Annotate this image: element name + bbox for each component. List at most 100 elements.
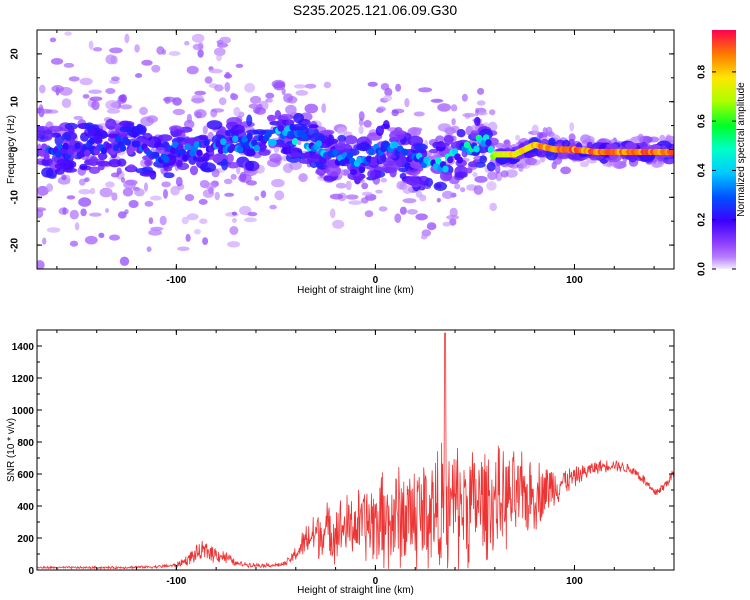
heatmap-cell: [226, 153, 234, 163]
heatmap-cell: [589, 154, 599, 161]
heatmap-cell: [315, 140, 323, 148]
heatmap-cell: [219, 36, 231, 44]
heatmap-cell: [37, 125, 49, 132]
heatmap-cell: [307, 124, 319, 129]
heatmap-cell: [245, 160, 255, 171]
heatmap-cell: [184, 143, 191, 151]
heatmap-cell: [221, 158, 229, 171]
heatmap-cell: [107, 136, 118, 143]
x-tick-label: 100: [566, 275, 583, 286]
heatmap-cell: [419, 194, 427, 202]
heatmap-cell: [61, 98, 72, 108]
heatmap-cell: [194, 228, 201, 235]
heatmap-cell: [157, 134, 173, 142]
heatmap-cell: [301, 133, 308, 141]
heatmap-cell: [485, 139, 492, 146]
heatmap-cell: [181, 154, 189, 162]
heatmap-cell: [189, 165, 199, 176]
heatmap-cell: [477, 111, 488, 116]
heatmap-cell: [192, 43, 204, 51]
heatmap-cell: [227, 161, 239, 169]
heatmap-cell: [495, 164, 501, 174]
heatmap-cell: [110, 55, 118, 65]
heatmap-cell: [487, 146, 495, 153]
heatmap-cell: [442, 165, 449, 173]
heatmap-cell: [197, 49, 204, 58]
heatmap-cell: [413, 143, 428, 151]
heatmap-cell: [232, 218, 237, 223]
heatmap-cell: [525, 157, 537, 166]
heatmap-cell: [88, 137, 96, 145]
heatmap-cell: [64, 133, 71, 141]
heatmap-cell: [346, 152, 354, 160]
heatmap-cell: [437, 103, 451, 112]
heatmap-cell: [78, 197, 92, 207]
heatmap-cell: [325, 165, 341, 177]
heatmap-cell: [483, 122, 489, 128]
heatmap-cell: [91, 100, 100, 111]
heatmap-cell: [413, 127, 423, 132]
heatmap-cell: [191, 94, 204, 104]
heatmap-cell: [474, 116, 481, 126]
heatmap-cell: [266, 114, 276, 122]
heatmap-cell: [41, 158, 54, 167]
heatmap-cell: [321, 129, 335, 135]
heatmap-cell: [456, 156, 463, 164]
heatmap-cell: [402, 185, 413, 194]
heatmap-cell: [144, 182, 148, 192]
heatmap-cell: [227, 241, 241, 248]
chart-title: S235.2025.121.06.09.G30: [292, 2, 458, 18]
heatmap-cell: [309, 132, 325, 143]
heatmap-cell: [210, 108, 218, 118]
heatmap-cell: [175, 176, 183, 187]
heatmap-cell: [432, 163, 440, 171]
heatmap-cell: [395, 83, 402, 92]
heatmap-cell: [402, 198, 417, 204]
heatmap-cell: [193, 141, 201, 148]
heatmap-cell: [383, 120, 390, 129]
heatmap-cell: [43, 129, 53, 141]
heatmap-cell: [375, 125, 384, 136]
heatmap-cell: [297, 140, 302, 146]
heatmap-cell: [112, 144, 120, 152]
heatmap-cell: [399, 206, 407, 215]
heatmap-cell: [184, 194, 195, 202]
heatmap-cell: [179, 148, 186, 156]
heatmap-cell: [489, 202, 498, 212]
heatmap-cell: [358, 125, 364, 135]
heatmap-cell: [449, 207, 458, 218]
heatmap-cell: [329, 208, 336, 219]
heatmap-cell: [195, 30, 199, 31]
heatmap-cell: [213, 47, 226, 57]
heatmap-cell: [119, 256, 130, 266]
heatmap-cell: [344, 135, 358, 145]
heatmap-cell: [196, 149, 203, 157]
heatmap-cell: [68, 76, 80, 82]
heatmap-cell: [51, 85, 64, 93]
heatmap-cell: [298, 173, 308, 183]
heatmap-cell: [462, 112, 476, 118]
heatmap-cell: [148, 217, 154, 225]
heatmap-cell: [269, 204, 277, 210]
heatmap-cell: [288, 161, 302, 171]
heatmap-cell: [82, 94, 90, 99]
heatmap-cell: [291, 138, 299, 145]
heatmap-cell: [404, 98, 410, 108]
heatmap-cell: [111, 192, 118, 201]
heatmap-cell: [63, 62, 75, 68]
heatmap-cell: [437, 123, 452, 132]
y-tick-label: 1000: [12, 406, 35, 417]
heatmap-cell: [548, 137, 556, 147]
plot-frame: [36, 329, 675, 571]
colorbar-tick-label: 0.0: [697, 262, 708, 276]
heatmap-cell: [54, 134, 64, 146]
heatmap-cell: [308, 153, 323, 159]
heatmap-cell: [580, 161, 589, 168]
heatmap-cell: [271, 178, 285, 188]
heatmap-cell: [391, 109, 399, 117]
heatmap-cell: [73, 115, 84, 120]
heatmap-cell: [278, 114, 294, 120]
colorbar-tick-label: 0.4: [697, 163, 708, 177]
heatmap-cell: [254, 196, 260, 201]
x-tick-label: 0: [373, 275, 379, 286]
